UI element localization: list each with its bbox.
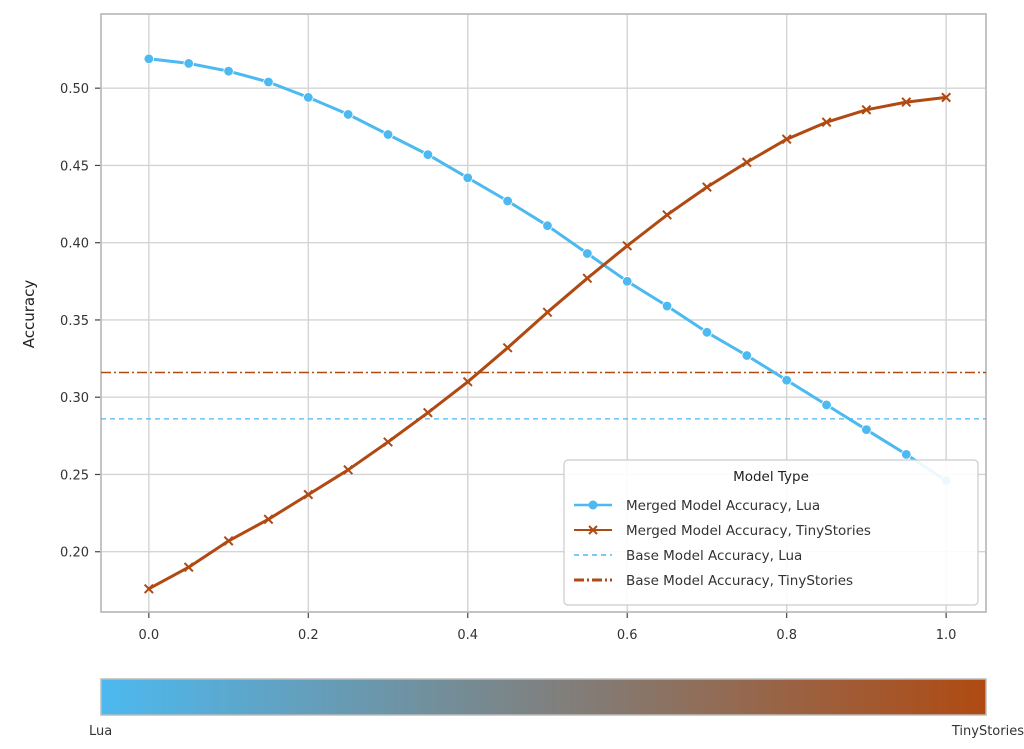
data-point bbox=[781, 375, 792, 386]
plot-area: 0.0 0.2 0.4 0.6 0.8 1.0 0.20 0.25 0.30 0.35 0.40 0.… bbox=[60, 13, 987, 643]
data-point bbox=[223, 536, 234, 546]
data-point-stroke bbox=[861, 104, 872, 115]
legend: Model Type Merged Model Accuracy, Lua Merg… bbox=[563, 459, 979, 606]
legend-swatch-marker bbox=[588, 500, 598, 510]
data-point bbox=[662, 209, 672, 220]
x-tick-label: 0.6 bbox=[617, 628, 638, 643]
data-point bbox=[462, 172, 473, 183]
data-point bbox=[223, 65, 234, 77]
data-point bbox=[183, 58, 194, 69]
data-point-stroke bbox=[821, 117, 832, 128]
data-point-stroke bbox=[941, 92, 952, 103]
data-point-stroke bbox=[303, 489, 314, 500]
data-point-stroke bbox=[542, 307, 553, 318]
data-point-stroke bbox=[422, 407, 433, 418]
x-tick-label: 1.0 bbox=[936, 628, 957, 643]
data-point bbox=[702, 182, 712, 192]
data-point-stroke bbox=[662, 209, 672, 220]
colorbar-right-label: TinyStories bbox=[951, 724, 1024, 739]
legend-entry-label: Base Model Accuracy, Lua bbox=[626, 548, 802, 564]
data-point bbox=[462, 376, 473, 387]
data-point-stroke bbox=[143, 583, 154, 594]
y-tick-label: 0.35 bbox=[60, 314, 89, 329]
data-point bbox=[502, 342, 513, 353]
data-point bbox=[422, 407, 433, 418]
data-point bbox=[861, 104, 872, 115]
data-point bbox=[861, 424, 872, 435]
data-point bbox=[263, 76, 274, 88]
y-tick-label: 0.25 bbox=[60, 468, 89, 483]
data-point-stroke bbox=[263, 514, 274, 525]
y-axis-title: Accuracy bbox=[20, 280, 38, 349]
data-point bbox=[622, 240, 633, 251]
x-tick-label: 0.2 bbox=[298, 628, 319, 643]
data-point bbox=[303, 92, 314, 103]
data-point bbox=[901, 97, 912, 107]
x-tick-label: 0.4 bbox=[457, 628, 478, 643]
data-point bbox=[542, 307, 553, 318]
data-point-stroke bbox=[622, 240, 633, 251]
y-tick-label: 0.40 bbox=[60, 237, 89, 252]
legend-title: Model Type bbox=[733, 469, 809, 485]
data-point-stroke bbox=[343, 464, 354, 475]
legend-entry-label: Merged Model Accuracy, TinyStories bbox=[626, 523, 871, 539]
data-point bbox=[941, 92, 952, 103]
data-point-stroke bbox=[741, 157, 752, 168]
data-point bbox=[901, 449, 912, 460]
data-point bbox=[741, 350, 753, 361]
data-point bbox=[143, 583, 154, 594]
x-tick-label: 0.0 bbox=[138, 628, 159, 643]
data-point bbox=[183, 562, 194, 573]
data-point bbox=[303, 489, 314, 500]
data-point-stroke bbox=[702, 182, 712, 192]
data-point bbox=[661, 300, 673, 312]
data-point bbox=[343, 464, 354, 475]
x-tick-label: 0.8 bbox=[776, 628, 797, 643]
data-point bbox=[342, 109, 354, 120]
colorbar bbox=[100, 678, 987, 716]
data-point bbox=[502, 195, 513, 207]
data-point-stroke bbox=[502, 342, 513, 353]
data-point bbox=[741, 157, 752, 168]
data-point-stroke bbox=[183, 562, 194, 573]
plot-frame bbox=[100, 13, 987, 613]
data-point bbox=[143, 53, 155, 65]
y-tick-label: 0.50 bbox=[60, 82, 89, 97]
y-tick-label: 0.20 bbox=[60, 546, 89, 561]
data-point bbox=[582, 248, 593, 259]
data-point-stroke bbox=[223, 536, 234, 546]
data-point-stroke bbox=[462, 376, 473, 387]
data-point-stroke bbox=[781, 134, 792, 145]
data-point bbox=[821, 117, 832, 128]
data-point-stroke bbox=[901, 97, 912, 107]
y-tick-label: 0.30 bbox=[60, 391, 89, 406]
data-point bbox=[542, 220, 553, 231]
legend-entry-label: Base Model Accuracy, TinyStories bbox=[626, 573, 853, 589]
data-point bbox=[382, 129, 394, 140]
data-point bbox=[582, 273, 593, 284]
data-point bbox=[701, 327, 713, 338]
data-point bbox=[781, 134, 792, 145]
legend-box bbox=[563, 459, 979, 606]
data-point bbox=[422, 149, 434, 160]
data-point bbox=[821, 399, 832, 411]
legend-swatch-marker bbox=[588, 525, 598, 535]
data-point bbox=[383, 437, 393, 447]
y-tick-label: 0.45 bbox=[60, 159, 89, 174]
data-point-stroke bbox=[582, 273, 593, 284]
data-point bbox=[263, 514, 274, 525]
data-point-stroke bbox=[383, 437, 393, 447]
legend-entry-label: Merged Model Accuracy, Lua bbox=[626, 498, 820, 514]
data-point bbox=[622, 276, 633, 287]
colorbar-left-label: Lua bbox=[89, 724, 113, 739]
